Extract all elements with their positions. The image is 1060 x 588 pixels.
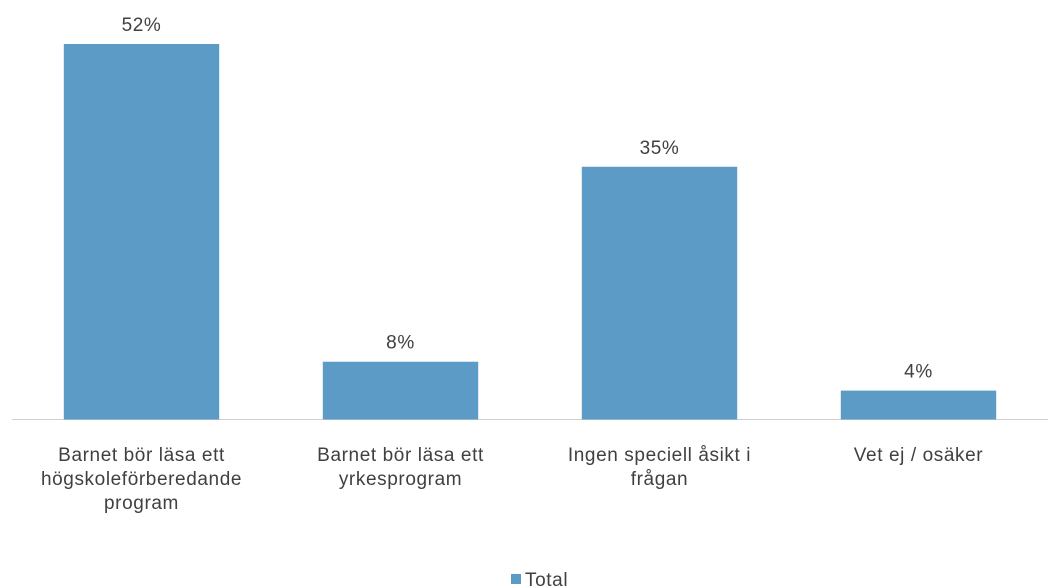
x-tick-label: Ingen speciell åsikt i frågan [568,445,751,490]
x-tick-label: Vet ej / osäker [854,445,983,466]
data-label: 35% [640,138,680,159]
legend-swatch [511,574,521,584]
bar [322,361,479,420]
data-label: 8% [386,333,415,354]
x-tick-label: Barnet bör läsa ett yrkesprogram [317,445,484,490]
data-label: 52% [122,15,162,36]
data-label: 4% [904,362,933,383]
x-tick-label: Barnet bör läsa ett högskoleförberedande p… [41,445,242,514]
bar [581,166,738,420]
bar [63,44,220,420]
legend-label: Total [525,570,568,588]
bar [840,390,997,420]
